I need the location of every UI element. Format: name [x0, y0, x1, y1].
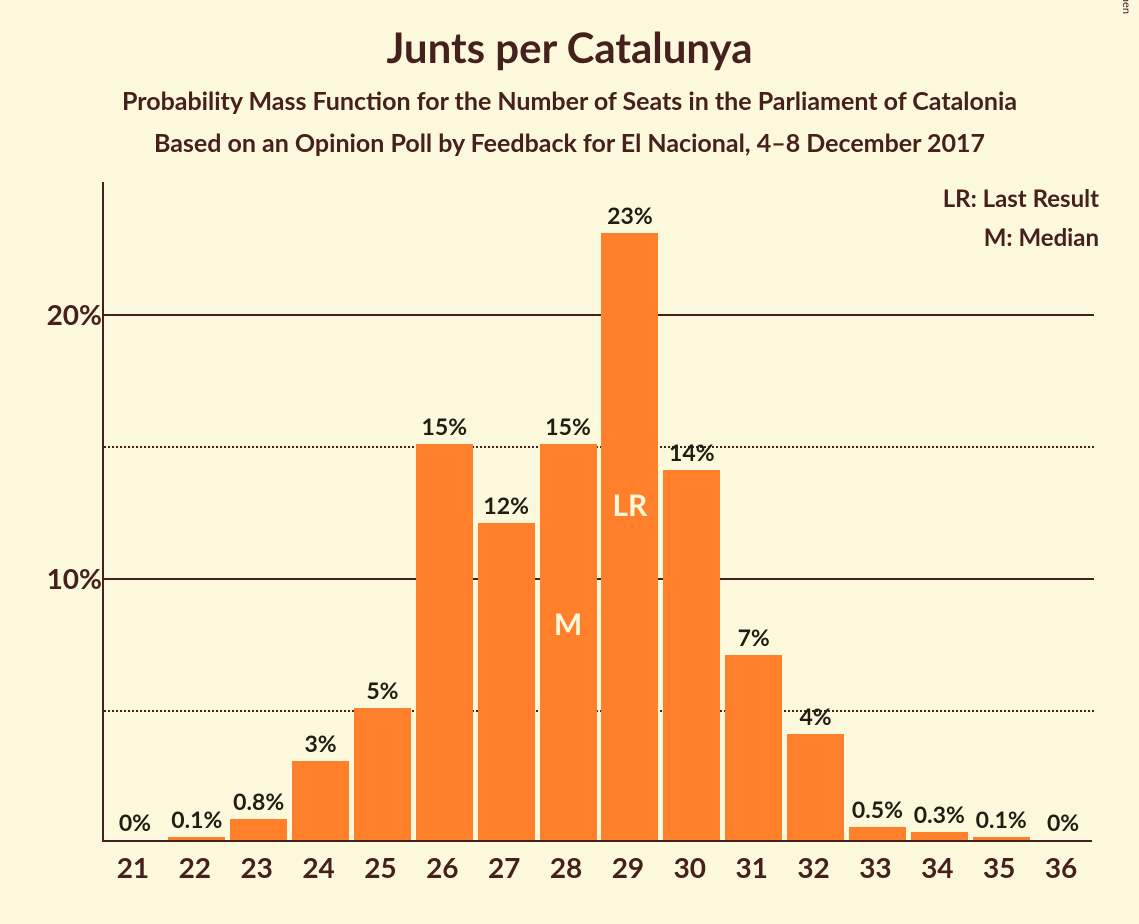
bar-slot: 0.5%	[847, 180, 909, 840]
bar: 5%	[354, 708, 411, 840]
x-tick-label: 25	[350, 850, 412, 884]
bar-value-label: 3%	[304, 729, 336, 757]
bar-marker-label: LR	[612, 487, 647, 523]
x-tick-label: 31	[721, 850, 783, 884]
bar: 0.3%	[911, 832, 968, 840]
bar-value-label: 0.8%	[233, 787, 284, 815]
bar-slot: 3%	[290, 180, 352, 840]
bar: 4%	[787, 734, 844, 840]
bar-slot: 7%	[723, 180, 785, 840]
y-tick-label: 10%	[47, 561, 102, 595]
bar-slot: 0%	[1032, 180, 1094, 840]
bar: 7%	[725, 655, 782, 840]
bar: 14%	[663, 470, 720, 840]
bar-slot: 0.1%	[166, 180, 228, 840]
x-axis-labels: 21222324252627282930313233343536	[102, 850, 1092, 884]
bars-container: 0%0.1%0.8%3%5%15%12%15%M23%LR14%7%4%0.5%…	[104, 180, 1094, 840]
bar-slot: 12%	[475, 180, 537, 840]
x-tick-label: 29	[597, 850, 659, 884]
chart-area: 0%0.1%0.8%3%5%15%12%15%M23%LR14%7%4%0.5%…	[102, 182, 1102, 842]
bar-value-label: 12%	[483, 491, 529, 519]
bar: 0.1%	[168, 837, 225, 840]
bar-slot: 0%	[104, 180, 166, 840]
bar-value-label: 0%	[119, 808, 151, 836]
bar: 15%	[416, 444, 473, 840]
bar-value-label: 23%	[607, 201, 653, 229]
bar-value-label: 0.1%	[976, 805, 1027, 833]
x-tick-label: 35	[968, 850, 1030, 884]
x-tick-label: 32	[783, 850, 845, 884]
bar-slot: 5%	[352, 180, 414, 840]
x-tick-label: 22	[164, 850, 226, 884]
chart-subtitle-1: Probability Mass Function for the Number…	[0, 86, 1139, 116]
bar-value-label: 15%	[422, 412, 468, 440]
bar-value-label: 15%	[545, 412, 591, 440]
x-tick-label: 27	[473, 850, 535, 884]
bar-value-label: 14%	[669, 438, 715, 466]
y-tick-label: 20%	[47, 297, 102, 331]
chart-title: Junts per Catalunya	[0, 0, 1139, 72]
bar: 0.8%	[230, 819, 287, 840]
bar-value-label: 4%	[799, 702, 831, 730]
x-tick-label: 36	[1030, 850, 1092, 884]
chart-subtitle-2: Based on an Opinion Poll by Feedback for…	[0, 128, 1139, 158]
bar-slot: 0.3%	[908, 180, 970, 840]
x-tick-label: 33	[845, 850, 907, 884]
bar: 12%	[478, 523, 535, 840]
bar-value-label: 7%	[738, 623, 770, 651]
x-tick-label: 26	[411, 850, 473, 884]
bar-value-label: 0.5%	[852, 795, 903, 823]
bar: 15%M	[540, 444, 597, 840]
bar-value-label: 5%	[366, 676, 398, 704]
bar: 0.5%	[849, 827, 906, 840]
bar-value-label: 0%	[1047, 808, 1079, 836]
x-tick-label: 21	[102, 850, 164, 884]
bar-slot: 0.1%	[970, 180, 1032, 840]
bar: 23%LR	[601, 233, 658, 840]
x-tick-label: 34	[906, 850, 968, 884]
x-tick-label: 23	[226, 850, 288, 884]
bar-marker-label: M	[554, 606, 582, 642]
copyright-text: © 2017 Filip van Leenen	[1120, 0, 1133, 14]
bar-slot: 15% M	[537, 180, 599, 840]
bar-slot: 4%	[785, 180, 847, 840]
bar-value-label: 0.3%	[914, 800, 965, 828]
x-tick-label: 24	[288, 850, 350, 884]
bar: 0.1%	[973, 837, 1030, 840]
bar-value-label: 0.1%	[171, 805, 222, 833]
bar-slot: 0.8%	[228, 180, 290, 840]
plot-frame: 0%0.1%0.8%3%5%15%12%15%M23%LR14%7%4%0.5%…	[102, 182, 1092, 842]
bar-slot: 14%	[661, 180, 723, 840]
bar: 3%	[292, 761, 349, 840]
bar-slot: 23% LR	[599, 180, 661, 840]
x-tick-label: 28	[535, 850, 597, 884]
x-tick-label: 30	[659, 850, 721, 884]
bar-slot: 15%	[413, 180, 475, 840]
